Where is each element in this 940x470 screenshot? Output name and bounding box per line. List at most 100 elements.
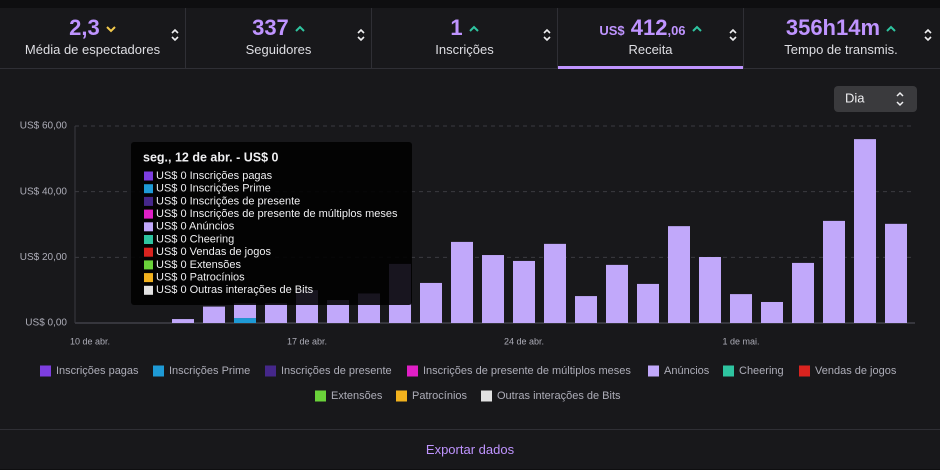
x-tick-label: 1 de mai. xyxy=(722,336,759,346)
stat-label: Média de espectadores xyxy=(24,42,161,57)
y-tick-label: US$ 60,00 xyxy=(20,121,68,132)
sort-icon xyxy=(357,28,365,42)
stat-label: Seguidores xyxy=(245,42,312,57)
legend-label: Cheering xyxy=(739,365,784,377)
tooltip-item: US$ 0 Patrocínios xyxy=(156,272,245,284)
bar-segment xyxy=(792,262,814,323)
bar-segment xyxy=(885,223,907,323)
bar-segment xyxy=(234,303,256,319)
tooltip-item: US$ 0 Anúncios xyxy=(156,221,235,233)
tooltip-swatch xyxy=(144,184,153,194)
legend-swatch xyxy=(481,390,492,402)
bar-segment xyxy=(513,260,535,323)
legend-label: Inscrições pagas xyxy=(56,365,139,377)
sort-icon xyxy=(924,28,932,42)
tooltip-item: US$ 0 Inscrições pagas xyxy=(156,170,273,182)
bar-segment xyxy=(606,264,628,323)
stat-tile[interactable]: 2,3 Média de espectadores xyxy=(0,8,186,68)
tooltip-item: US$ 0 Outras interações de Bits xyxy=(156,284,314,296)
dropdown-label: Dia xyxy=(845,90,865,105)
stat-value: 356h14m xyxy=(785,15,881,40)
legend-label: Anúncios xyxy=(664,365,710,377)
bar-segment xyxy=(823,220,845,323)
sort-icon xyxy=(729,28,737,42)
trend-up xyxy=(886,25,896,32)
bar-segment xyxy=(699,257,721,323)
legend-swatch xyxy=(648,365,659,377)
dropdown-icon xyxy=(896,91,904,107)
stat-label: Receita xyxy=(628,42,673,57)
bar-segment xyxy=(854,139,876,323)
stat-label: Tempo de transmis. xyxy=(784,42,898,57)
legend-label: Inscrições de presente xyxy=(281,365,392,377)
tooltip-box xyxy=(131,142,412,305)
tooltip-swatch xyxy=(144,196,153,206)
legend-swatch xyxy=(407,365,418,377)
bar-segment xyxy=(265,303,287,323)
bar-segment xyxy=(544,243,566,323)
tooltip-swatch xyxy=(144,209,153,219)
tooltip-swatch xyxy=(144,235,153,244)
legend-swatch xyxy=(396,390,407,402)
bar-segment xyxy=(575,296,597,323)
trend-up xyxy=(468,25,479,32)
bar-segment xyxy=(451,241,473,323)
legend-swatch xyxy=(153,365,164,377)
legend-swatch xyxy=(723,365,734,377)
bar-segment xyxy=(637,283,659,323)
stat-tile[interactable]: 356h14m Tempo de transmis. xyxy=(744,8,938,68)
stat-value: 412 xyxy=(630,15,668,40)
legend-swatch xyxy=(40,365,51,377)
tooltip-swatch xyxy=(144,247,153,257)
x-tick-label: 10 de abr. xyxy=(70,336,110,346)
legend-label: Patrocínios xyxy=(412,390,468,402)
stat-tile-selected[interactable]: US$ 412,06 Receita xyxy=(558,8,744,69)
tooltip-item: US$ 0 Inscrições Prime xyxy=(156,183,271,195)
legend-swatch xyxy=(799,365,810,377)
tooltip-swatch xyxy=(144,171,153,181)
tooltip-title: seg., 12 de abr. - US$ 0 xyxy=(143,150,279,164)
stat-label: Inscrições xyxy=(435,42,494,57)
stat-tile[interactable]: 337 Seguidores xyxy=(186,8,372,68)
tooltip-swatch xyxy=(144,273,153,283)
bar-segment xyxy=(172,319,194,323)
trend-down xyxy=(106,26,116,33)
y-tick-label: US$ 20,00 xyxy=(20,252,68,263)
legend-swatch xyxy=(315,390,326,402)
legend-label: Vendas de jogos xyxy=(815,365,897,377)
tooltip-swatch xyxy=(144,222,153,232)
tooltip-item: US$ 0 Inscrições de presente xyxy=(156,195,300,207)
legend-label: Outras interações de Bits xyxy=(497,390,621,402)
y-tick-label: US$ 0,00 xyxy=(25,318,67,329)
stat-value: 337 xyxy=(252,15,289,40)
tooltip-swatch xyxy=(144,285,153,295)
bar-segment xyxy=(327,300,349,323)
x-tick-label: 24 de abr. xyxy=(504,336,544,346)
stat-suffix: ,06 xyxy=(667,23,686,38)
legend-label: Inscrições de presente de múltiplos mese… xyxy=(423,365,631,377)
bar-segment xyxy=(668,226,690,323)
sort-icon xyxy=(171,28,179,42)
export-button[interactable]: Exportar dados xyxy=(0,429,940,469)
stats-bar: 2,3 Média de espectadores 337 Seguidores… xyxy=(0,8,940,69)
chart: Dia US$ 0,00 US$ 20,00 US$ 40,00 US$ 60,00 1… xyxy=(20,86,917,402)
legend-label: Extensões xyxy=(331,390,383,402)
dropdown[interactable] xyxy=(834,86,917,112)
trend-up xyxy=(691,25,702,32)
export-label: Exportar dados xyxy=(425,442,515,457)
bar-segment xyxy=(482,255,504,323)
bar-segment xyxy=(761,301,783,323)
x-tick-label: 17 de abr. xyxy=(287,336,327,346)
sort-icon xyxy=(543,28,551,42)
tooltip-item: US$ 0 Extensões xyxy=(156,259,241,271)
stat-tile[interactable]: 1 Inscrições xyxy=(372,8,558,68)
tooltip-swatch xyxy=(144,260,153,270)
tooltip: seg., 12 de abr. - US$ 0 US$ 0 Inscrições… xyxy=(131,142,412,305)
stat-value: 1 xyxy=(450,15,463,40)
stat-value: 2,3 xyxy=(69,15,100,40)
bar-segment xyxy=(203,306,225,323)
tooltip-item: US$ 0 Vendas de jogos xyxy=(156,246,271,258)
tooltip-item: US$ 0 Cheering xyxy=(156,233,234,245)
legend-swatch xyxy=(265,365,276,377)
